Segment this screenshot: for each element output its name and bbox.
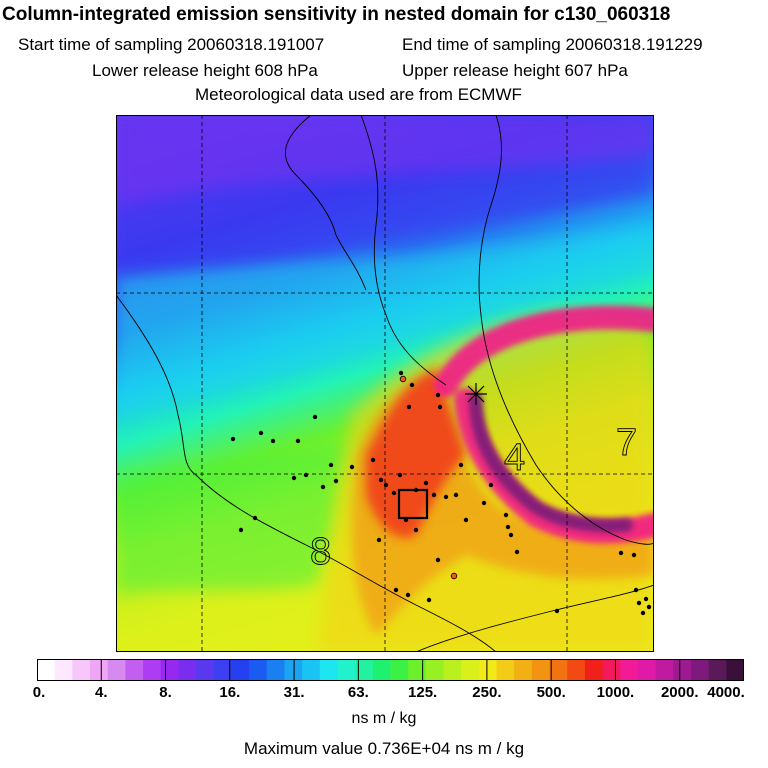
colorbar-segment — [284, 659, 303, 681]
release-point-star-marker — [465, 383, 487, 405]
colorbar-tick-label: 125. — [408, 684, 438, 701]
colorbar-tick-label: 2000. — [660, 684, 699, 701]
colorbar-segment — [443, 659, 462, 681]
highlight-station-dot — [450, 572, 458, 580]
colorbar-segment — [143, 659, 162, 681]
colorbar-segment — [372, 659, 392, 681]
colorbar-tick-label: 0. — [32, 684, 46, 701]
colorbar-segment — [461, 659, 480, 681]
sensitivity-band-green — [116, 445, 346, 595]
colorbar-segment — [390, 659, 409, 681]
maximum-value-label: Maximum value 0.736E+04 ns m / kg — [243, 739, 525, 758]
colorbar-segment — [478, 659, 498, 681]
station-dots — [230, 370, 652, 616]
colorbar-tick-label: 1000. — [596, 684, 635, 701]
colorbar-segment — [425, 659, 445, 681]
colorbar-segment — [584, 659, 604, 681]
colorbar-segment — [266, 659, 286, 681]
colorbar-segment — [337, 659, 356, 681]
contour-label-8: 8 — [310, 531, 331, 573]
lat-lon-grid — [116, 115, 654, 652]
end-time-label: End time of sampling 20060318.191229 — [402, 35, 703, 54]
colorbar-tick-label: 500. — [536, 684, 566, 701]
colorbar-segment — [178, 659, 197, 681]
colorbar-segment — [690, 659, 710, 681]
colorbar-tick-label: 31. — [283, 684, 305, 701]
page-title: Column-integrated emission sensitivity i… — [2, 4, 671, 25]
start-time-label: Start time of sampling 20060318.191007 — [18, 35, 325, 54]
colorbar-segment — [726, 659, 744, 681]
colorbar-tick-label: 16. — [219, 684, 241, 701]
met-data-label: Meteorological data used are from ECMWF — [195, 85, 522, 104]
colorbar-segment — [37, 659, 56, 681]
colorbar-tick-label: 63. — [347, 684, 369, 701]
contour-label-7: 7 — [616, 422, 637, 464]
colorbar-segment — [408, 659, 427, 681]
colorbar-segment — [620, 659, 639, 681]
colorbar-segment — [549, 659, 568, 681]
colorbar-segment — [196, 659, 215, 681]
colorbar-segment — [355, 659, 374, 681]
colorbar-segment — [54, 659, 73, 681]
colorbar-segment — [72, 659, 91, 681]
colorbar-segment — [655, 659, 674, 681]
colorbar-segment — [496, 659, 515, 681]
colorbar-tick-label: 8. — [159, 684, 172, 701]
colorbar-tick-label: 4000. — [707, 684, 745, 701]
contour-label-4: 4 — [504, 437, 525, 479]
coastlines — [116, 115, 654, 652]
sensitivity-core-red — [366, 370, 466, 538]
colorbar-segment — [673, 659, 692, 681]
map-frame — [116, 115, 654, 652]
colorbar-segment — [231, 659, 250, 681]
colorbar-segment — [160, 659, 180, 681]
colorbar-segment — [708, 659, 727, 681]
colorbar-segment — [637, 659, 657, 681]
units-label: ns m / kg — [351, 710, 417, 727]
colorbar-segment — [514, 659, 533, 681]
colorbar-segment — [107, 659, 126, 681]
lower-release-height-label: Lower release height 608 hPa — [92, 61, 318, 80]
sensitivity-arc-purple — [469, 393, 633, 533]
colorbar-segment — [567, 659, 586, 681]
emission-sensitivity-map: 7 4 8 — [116, 115, 654, 652]
colorbar-tick-label: 4. — [95, 684, 108, 701]
colorbar-frame — [37, 659, 744, 681]
colorbar-segment — [319, 659, 339, 681]
colorbar-segment — [302, 659, 321, 681]
colorbar-segment — [125, 659, 144, 681]
colorbar-segment — [602, 659, 621, 681]
colorbar-tick-label: 250. — [472, 684, 502, 701]
colorbar-segment — [213, 659, 233, 681]
colorbar-segment — [90, 659, 109, 681]
highlight-station-dot — [399, 375, 407, 383]
colorbar-segment — [531, 659, 551, 681]
colorbar-segment — [249, 659, 268, 681]
colorbar — [37, 659, 744, 681]
upper-release-height-label: Upper release height 607 hPa — [402, 61, 628, 80]
release-box-marker — [397, 488, 429, 520]
